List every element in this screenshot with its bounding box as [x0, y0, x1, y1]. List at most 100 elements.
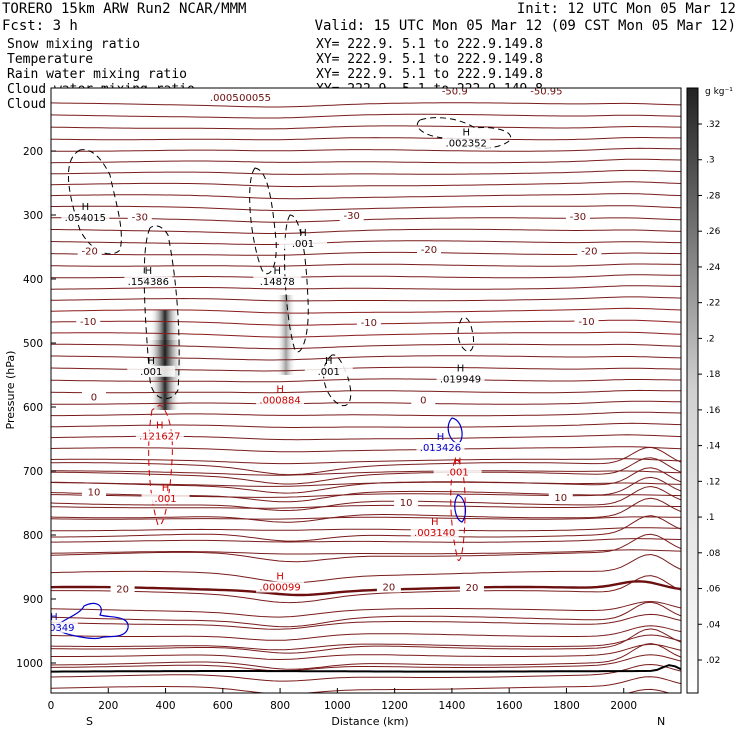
- contour-label-bg: [565, 210, 590, 222]
- maximum-label-bg: [61, 212, 110, 224]
- x-tick-label: 800: [270, 700, 290, 712]
- temperature-contour-label: -10: [578, 317, 594, 328]
- isotherm-line: [51, 549, 681, 555]
- legend-field-name: Temperature: [7, 52, 93, 67]
- temperature-contour-label: -10: [80, 317, 96, 328]
- colorbar-tick-label: .02: [706, 656, 720, 666]
- isotherm-line: [51, 575, 681, 604]
- maximum-value: .121627: [139, 431, 180, 442]
- contour-label-bg: [411, 394, 436, 406]
- maximum-value: .001: [447, 467, 469, 478]
- surface-line: [51, 664, 681, 673]
- isotherm-line: [51, 181, 681, 188]
- y-tick-label: 600: [23, 402, 43, 414]
- temperature-contour-label: -20: [81, 246, 97, 257]
- isotherm-line: [51, 251, 681, 256]
- maximum-marker: H: [276, 571, 284, 582]
- x-axis-label: Distance (km): [331, 715, 408, 728]
- maximum-marker: H: [145, 266, 153, 277]
- maximum-value: .002352: [446, 138, 487, 149]
- maximum-marker: H: [457, 363, 465, 374]
- isotherm-line: [51, 307, 681, 314]
- south-endpoint: S: [86, 715, 93, 728]
- colorbar-tick-label: .32: [706, 120, 720, 130]
- maximum-value: .154386: [128, 277, 169, 288]
- isotherm-line: [51, 553, 681, 584]
- y-tick-label: 300: [23, 210, 43, 222]
- isotherm-line: [51, 533, 681, 563]
- isotherm-line: [51, 642, 681, 670]
- isotherm-line: [51, 296, 681, 302]
- valid-time: Valid: 15 UTC Mon 05 Mar 12 (09 CST Mon …: [315, 18, 736, 34]
- cloud-ice-contour: [143, 225, 180, 400]
- x-tick-label: 200: [98, 700, 118, 712]
- contour-label-bg: [81, 486, 106, 498]
- isotherm-line: [51, 125, 681, 130]
- isotherm-line: [51, 355, 681, 361]
- temperature-contour-labels: -30 -30 -30 -20 -20 -20 -10 -10 -10 0 0 10 10 10 20 20 2…: [76, 86, 602, 595]
- contour-label-bg: [110, 583, 135, 595]
- x-tick-label: 1400: [439, 700, 466, 712]
- isotherm-line: [51, 516, 681, 520]
- isotherm-line: [51, 446, 681, 476]
- model-title: TORERO 15km ARW Run2 NCAR/MMM: [2, 1, 246, 17]
- isotherm-line: [51, 538, 681, 543]
- y-tick-label: 800: [23, 530, 43, 542]
- maximum-label-bg: [124, 276, 173, 288]
- colorbar-tick-label: .16: [706, 406, 721, 416]
- maximum-label-bg: [253, 276, 302, 288]
- maximum-marker: H: [50, 612, 58, 623]
- isotherm-line: [51, 331, 681, 338]
- cloud-ice-contour: [249, 167, 277, 275]
- temperature-contour-label: -50.95: [530, 86, 562, 97]
- maximum-label-bg: [436, 373, 485, 385]
- contour-label-bg: [77, 245, 102, 257]
- maximum-label-bg: [304, 365, 353, 377]
- isotherm-line: [51, 485, 681, 512]
- maximum-label-bg: [127, 365, 176, 377]
- maximum-value: .001: [292, 239, 314, 250]
- cloud-ice-contour: [457, 317, 475, 352]
- isotherm-line: [51, 422, 681, 428]
- maximum-label-bg: [256, 581, 305, 593]
- isotherm-line: [51, 654, 681, 672]
- isotherm-line: [51, 504, 681, 509]
- colorbar-tick-label: .12: [706, 477, 720, 487]
- maximum-value: .000884: [259, 396, 300, 407]
- temperature-contour-label: 10: [554, 493, 567, 504]
- contour-label-bg: [459, 582, 484, 594]
- north-endpoint: N: [657, 715, 665, 728]
- contour-label-bg: [417, 244, 441, 256]
- x-tick-label: 0: [48, 700, 55, 712]
- isotherm-line: [51, 600, 681, 618]
- colorbar-tick-label: .1: [706, 513, 715, 523]
- maximum-label-bg: [279, 237, 327, 249]
- maximum-marker: H: [156, 420, 164, 431]
- isotherm-line: [51, 205, 681, 212]
- isotherm-line: [51, 147, 681, 152]
- colorbar-tick-label: .06: [706, 585, 721, 595]
- temperature-contour-label: 0: [91, 392, 97, 403]
- isotherm-line: [51, 634, 681, 651]
- colorbar-tick-label: .14: [706, 442, 721, 452]
- cloud-ice-contour: [323, 354, 352, 407]
- isotherm-line: [51, 228, 681, 234]
- maximum-value: .14878: [260, 277, 295, 288]
- isotherm-line: [51, 137, 681, 141]
- cloud-water-contour: [454, 494, 467, 523]
- legend-field-xy: XY= 222.9. 5.1 to 222.9.149.8: [316, 37, 543, 52]
- maximum-marker: H: [454, 456, 462, 467]
- colorbar-tick-label: .24: [706, 263, 721, 273]
- temperature-contour-label: 20: [466, 583, 479, 594]
- isotherm-line: [51, 400, 681, 405]
- isotherm-line: [51, 467, 681, 494]
- colorbar-tick-label: .28: [706, 191, 721, 201]
- y-tick-label: 200: [23, 146, 43, 158]
- isotherm-line: [51, 458, 681, 465]
- x-tick-label: 2000: [610, 700, 637, 712]
- maximum-label-bg: [135, 430, 184, 442]
- isotherm-line: [51, 169, 681, 175]
- maximum-marker: H: [437, 432, 445, 443]
- temperature-contour-label: -20: [581, 246, 597, 257]
- isotherm-line: [51, 240, 681, 245]
